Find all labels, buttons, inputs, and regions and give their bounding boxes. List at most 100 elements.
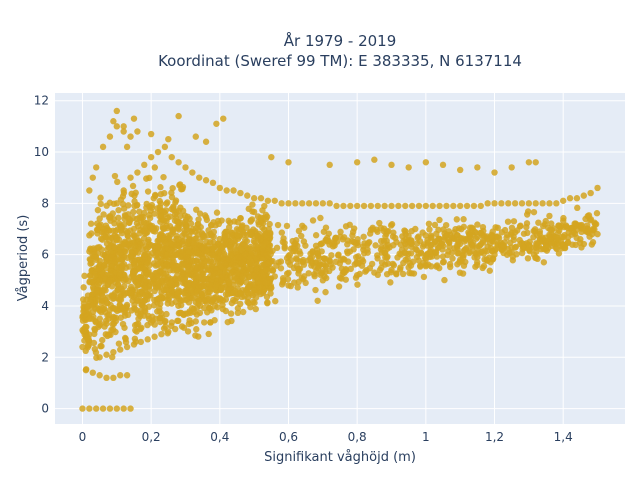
data-point [353,202,361,210]
data-point [298,232,305,240]
data-point [480,262,488,270]
data-point [121,312,129,319]
data-point [151,333,158,340]
data-point [157,300,164,308]
data-point [388,266,395,274]
data-point [259,245,266,253]
data-point [142,292,149,299]
data-point [456,166,464,174]
data-point [192,245,199,252]
data-point [443,202,450,210]
data-point [113,123,121,130]
data-point [158,330,165,338]
data-point [255,221,262,228]
data-point [501,226,509,234]
data-point [322,224,330,231]
data-point [86,187,93,194]
data-point [108,326,115,334]
data-point [255,274,263,281]
data-point [354,281,361,288]
data-point [494,233,502,240]
data-point [106,237,113,245]
data-point [143,259,151,267]
data-point [371,156,378,163]
data-point [96,372,103,379]
data-point [207,238,214,246]
data-point [341,269,348,276]
data-point [164,263,171,270]
data-point [504,218,512,225]
data-point [121,290,128,297]
data-point [532,244,540,251]
data-point [467,234,475,242]
data-point [374,202,381,210]
data-point [168,287,175,294]
data-point [562,223,570,230]
data-point [157,212,165,219]
data-point [249,208,256,215]
data-point [466,249,473,257]
data-point [151,164,158,171]
data-point [532,200,539,207]
data-point [396,250,403,257]
data-point [229,257,237,264]
data-point [117,255,124,263]
data-point [184,310,191,317]
data-point [566,195,574,202]
data-point [122,335,129,343]
data-point [90,245,97,252]
data-point [218,278,225,285]
data-point [518,200,526,207]
data-point [237,189,244,197]
y-tick-label: 8 [41,196,49,210]
data-point [436,216,443,224]
data-point [354,259,361,267]
data-point [136,208,143,215]
data-point [311,263,318,270]
data-point [195,226,202,233]
data-point [332,258,340,266]
data-point [449,255,456,262]
data-point [224,286,231,294]
data-point [157,200,164,207]
data-point [420,273,428,281]
data-point [285,159,292,166]
data-point [117,227,125,234]
data-point [519,243,527,250]
data-point [439,161,447,169]
data-point [273,262,280,269]
data-point [163,200,170,207]
data-point [169,184,176,192]
data-point [247,231,254,238]
data-point [127,252,135,259]
data-point [157,190,165,198]
data-point [378,259,386,266]
data-point [144,336,151,343]
data-point [269,258,276,265]
data-point [281,239,288,247]
x-axis-title: Signifikant våghöjd (m) [264,450,416,465]
data-point [456,202,464,210]
data-point [486,254,493,261]
data-point [584,222,591,229]
data-point [194,264,201,272]
data-point [209,251,216,259]
data-point [86,405,93,412]
data-point [460,216,467,223]
data-point [179,240,186,248]
data-point [371,269,378,276]
data-point [135,315,142,322]
data-point [378,264,385,272]
data-point [216,184,224,192]
data-point [137,338,145,346]
data-point [161,282,169,289]
data-point [263,231,270,239]
data-point [213,120,220,127]
data-point [106,212,114,220]
data-point [329,264,336,271]
data-point [196,297,203,305]
data-point [176,309,184,317]
data-point [151,321,158,328]
